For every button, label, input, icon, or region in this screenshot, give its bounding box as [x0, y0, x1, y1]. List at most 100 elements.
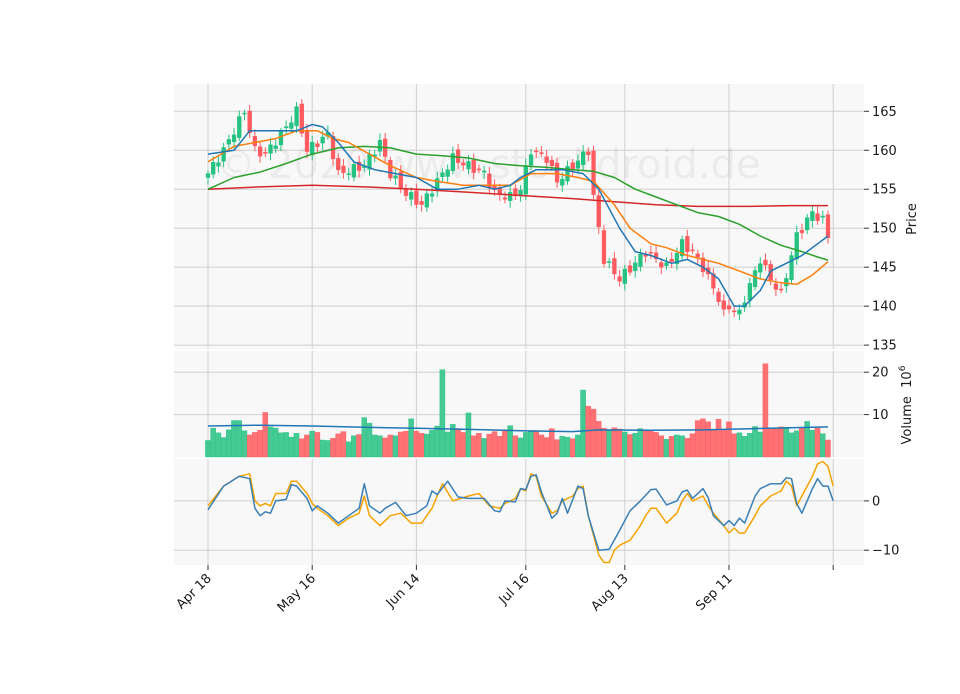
- volume-bar: [674, 434, 680, 458]
- volume-ma-line: [207, 424, 829, 433]
- volume-bar: [465, 412, 472, 458]
- volume-bar: [663, 438, 670, 458]
- candle-body: [299, 103, 304, 134]
- ma-fast-line: [207, 123, 829, 307]
- candle-body: [695, 253, 700, 258]
- candle-body: [356, 161, 362, 171]
- volume-bar: [747, 433, 753, 458]
- volume-bar: [470, 435, 477, 458]
- candle-body: [471, 159, 476, 173]
- volume-bar: [726, 421, 732, 458]
- volume-axis-label: Volume 106: [898, 365, 915, 444]
- candle-body: [726, 305, 732, 310]
- candle-body: [560, 178, 565, 186]
- volume-bar: [314, 432, 321, 458]
- ma-long-line: [207, 184, 828, 208]
- candle-body: [534, 150, 539, 153]
- candle-body: [664, 262, 669, 266]
- candle-body: [429, 193, 435, 197]
- candle-body: [539, 152, 544, 154]
- candle-body: [284, 126, 289, 128]
- ma-slow-line: [207, 145, 829, 261]
- candles: [205, 99, 831, 321]
- candle-body: [205, 173, 211, 178]
- volume-bar: [455, 428, 461, 458]
- candle-body: [617, 276, 622, 282]
- volume-bar: [653, 432, 659, 458]
- candle-body: [231, 134, 237, 143]
- y-tick-label: 160: [872, 144, 897, 159]
- candle-body: [575, 160, 581, 169]
- candle-body: [341, 165, 346, 173]
- candle-body: [403, 188, 409, 196]
- volume-bar: [668, 436, 675, 458]
- volume-bar: [491, 431, 498, 458]
- candle-body: [773, 283, 779, 290]
- x-tick-label: Jun 14: [383, 571, 423, 611]
- volume-bar: [252, 432, 258, 458]
- candle-body: [711, 273, 716, 289]
- volume-bar: [684, 438, 691, 458]
- volume-bar: [502, 430, 508, 458]
- candle-body: [633, 262, 638, 271]
- volume-bar: [397, 431, 404, 458]
- volume-bar: [288, 436, 295, 458]
- volume-bar: [330, 438, 336, 458]
- volume-moving-average: [207, 424, 829, 433]
- volume-bar: [241, 430, 248, 458]
- volume-bar: [773, 427, 779, 458]
- candle-body: [268, 144, 273, 154]
- candle-body: [721, 300, 726, 310]
- volume-bar: [257, 430, 263, 458]
- volume-bar: [601, 427, 607, 458]
- candle-body: [591, 150, 596, 195]
- moving-averages: [207, 123, 829, 307]
- candle-body: [685, 236, 690, 253]
- volume-bar: [736, 432, 743, 458]
- volume-bar: [377, 435, 383, 458]
- candle-body: [226, 139, 231, 145]
- volume-bar: [226, 429, 232, 458]
- volume-bar: [444, 431, 451, 458]
- candle-body: [607, 261, 612, 263]
- candle-body: [221, 147, 226, 162]
- oscillator-lines: [207, 460, 834, 564]
- candle-body: [737, 309, 742, 315]
- volume-bar: [658, 435, 664, 458]
- y-tick-label: 135: [872, 339, 897, 354]
- volume-bar: [361, 417, 368, 458]
- y-tick-label: 155: [872, 183, 897, 198]
- volume-bar: [622, 431, 628, 458]
- volume-bar: [762, 363, 769, 458]
- x-tick-label: Apr 18: [174, 571, 215, 612]
- candle-body: [638, 254, 643, 267]
- volume-bar: [340, 431, 347, 458]
- volume-bar: [413, 430, 420, 458]
- volume-bar: [819, 433, 826, 458]
- volume-bar: [371, 434, 378, 458]
- volume-bar: [757, 431, 763, 458]
- volume-bar: [814, 427, 821, 458]
- volume-bar: [533, 431, 539, 458]
- candle-body: [674, 252, 680, 265]
- candle-body: [659, 262, 664, 268]
- candle-body: [570, 162, 575, 170]
- candle-body: [242, 112, 247, 115]
- volume-bar: [700, 418, 706, 458]
- candle-body: [346, 173, 351, 175]
- volume-bar: [429, 430, 435, 458]
- volume-bar: [788, 432, 795, 458]
- x-tick-label: Sep 11: [693, 571, 736, 614]
- candle-body: [502, 197, 508, 200]
- volume-bar: [564, 436, 571, 458]
- volume-bar: [793, 430, 800, 458]
- candle-body: [237, 116, 242, 138]
- volume-bar: [356, 434, 362, 458]
- volume-bar: [220, 437, 227, 458]
- volume-bar: [705, 421, 711, 458]
- candle-body: [544, 156, 549, 163]
- candle-body: [758, 263, 763, 273]
- candle-body: [763, 259, 768, 266]
- candle-body: [304, 130, 310, 152]
